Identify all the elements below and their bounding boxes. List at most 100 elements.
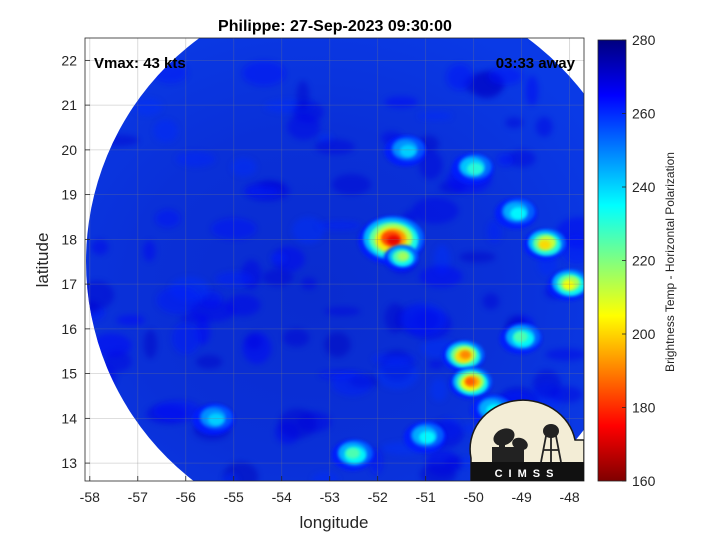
texture-blotch	[417, 111, 453, 121]
x-tick-label: -58	[80, 489, 100, 505]
texture-blotch	[153, 400, 202, 422]
x-tick-label: -54	[272, 489, 292, 505]
y-axis-label: latitude	[33, 233, 52, 288]
texture-blotch	[419, 265, 463, 288]
x-axis-label: longitude	[299, 513, 368, 532]
texture-blotch	[459, 251, 496, 263]
texture-blotch	[508, 149, 536, 168]
texture-blotch	[176, 151, 216, 167]
texture-blotch	[225, 294, 261, 316]
texture-blotch	[242, 332, 272, 364]
texture-blotch	[231, 157, 257, 177]
texture-blotch	[311, 472, 339, 481]
texture-blotch	[215, 271, 254, 287]
y-tick-label: 15	[61, 366, 77, 382]
texture-blotch	[103, 350, 132, 372]
texture-blotch	[419, 463, 457, 481]
y-tick-label: 19	[61, 187, 77, 203]
y-tick-label: 13	[61, 455, 77, 471]
texture-blotch	[446, 63, 474, 91]
texture-blotch	[91, 239, 109, 256]
texture-blotch	[156, 286, 201, 314]
texture-blotch	[116, 315, 145, 326]
logo-band	[471, 462, 584, 481]
cimss-logo: CIMSS	[469, 399, 584, 481]
vmax-annotation: Vmax: 43 kts	[94, 55, 186, 72]
texture-blotch	[301, 277, 317, 290]
texture-blotch	[210, 218, 257, 240]
texture-blotch	[488, 66, 523, 85]
feature-contour	[513, 331, 528, 343]
texture-blotch	[561, 236, 584, 265]
texture-blotch	[384, 303, 406, 333]
texture-blotch	[271, 253, 286, 263]
x-tick-label: -48	[559, 489, 579, 505]
texture-blotch	[428, 360, 445, 369]
texture-blotch	[545, 348, 584, 361]
feature-band	[547, 269, 584, 301]
water-tower-icon	[540, 424, 562, 463]
feature-convective-cell	[383, 245, 418, 271]
convection-features	[192, 135, 584, 471]
y-axis-ticks: 13 14 15 16 17 18 19 20 21 22	[61, 52, 90, 471]
texture-blotch	[331, 174, 371, 195]
feature-band	[403, 421, 446, 453]
colorbar-tick-label: 260	[632, 106, 656, 122]
x-tick-label: -53	[320, 489, 340, 505]
feature-cell	[192, 403, 235, 435]
texture-blotch	[195, 355, 223, 369]
x-tick-label: -49	[512, 489, 532, 505]
texture-blotch	[372, 353, 417, 365]
axes-box	[84, 37, 585, 482]
texture-blotch	[376, 359, 419, 390]
texture-blotch	[171, 322, 201, 355]
x-tick-label: -50	[464, 489, 484, 505]
colorbar-tick-label: 160	[632, 473, 656, 489]
colorbar-tick-label: 240	[632, 179, 656, 195]
feature-contour	[207, 413, 225, 426]
texture-blotch	[324, 306, 361, 316]
texture-blotch	[482, 293, 500, 310]
texture-blotch	[411, 197, 459, 224]
feature-contour	[419, 431, 436, 444]
feature-band	[449, 367, 492, 400]
satellite-dish-icon	[492, 428, 528, 462]
texture-blotch	[283, 328, 310, 347]
texture-blotch	[287, 113, 321, 140]
texture-blotch	[155, 209, 181, 228]
texture-blotch	[86, 280, 114, 310]
feature-contour	[467, 162, 484, 175]
texture-blotch	[549, 386, 583, 403]
feature-contour	[387, 235, 401, 246]
colorbar-tick-label: 200	[632, 326, 656, 342]
colorbar-label: Brightness Temp - Horizontal Polarizatio…	[663, 152, 677, 372]
swath-layer	[86, 38, 584, 481]
colorbar	[597, 39, 627, 482]
texture-blotch	[143, 240, 156, 262]
x-tick-label: -55	[224, 489, 244, 505]
texture-blotch	[272, 246, 305, 272]
x-tick-label: -52	[368, 489, 388, 505]
feature-band	[494, 198, 537, 229]
y-tick-label: 18	[61, 231, 77, 247]
texture-blotch	[262, 268, 294, 287]
chart-title: Philippe: 27-Sep-2023 09:30:00	[218, 18, 452, 35]
x-tick-label: -56	[176, 489, 196, 505]
time-away-annotation: 03:33 away	[496, 55, 576, 72]
feature-band	[384, 135, 427, 167]
y-tick-label: 14	[61, 410, 77, 426]
feature-contour	[399, 144, 417, 158]
feature-band	[499, 323, 542, 355]
texture-blotch	[418, 150, 443, 180]
y-tick-label: 21	[61, 97, 77, 113]
colorbar-tick-label: 220	[632, 253, 656, 269]
texture-blotch	[242, 60, 286, 86]
texture-blotch	[244, 185, 280, 197]
texture-blotch	[487, 219, 502, 243]
texture-blotch	[292, 217, 325, 244]
feature-contour	[562, 280, 575, 290]
feature-contour	[510, 207, 527, 220]
texture-blotch	[223, 462, 259, 481]
x-tick-label: -57	[128, 489, 148, 505]
